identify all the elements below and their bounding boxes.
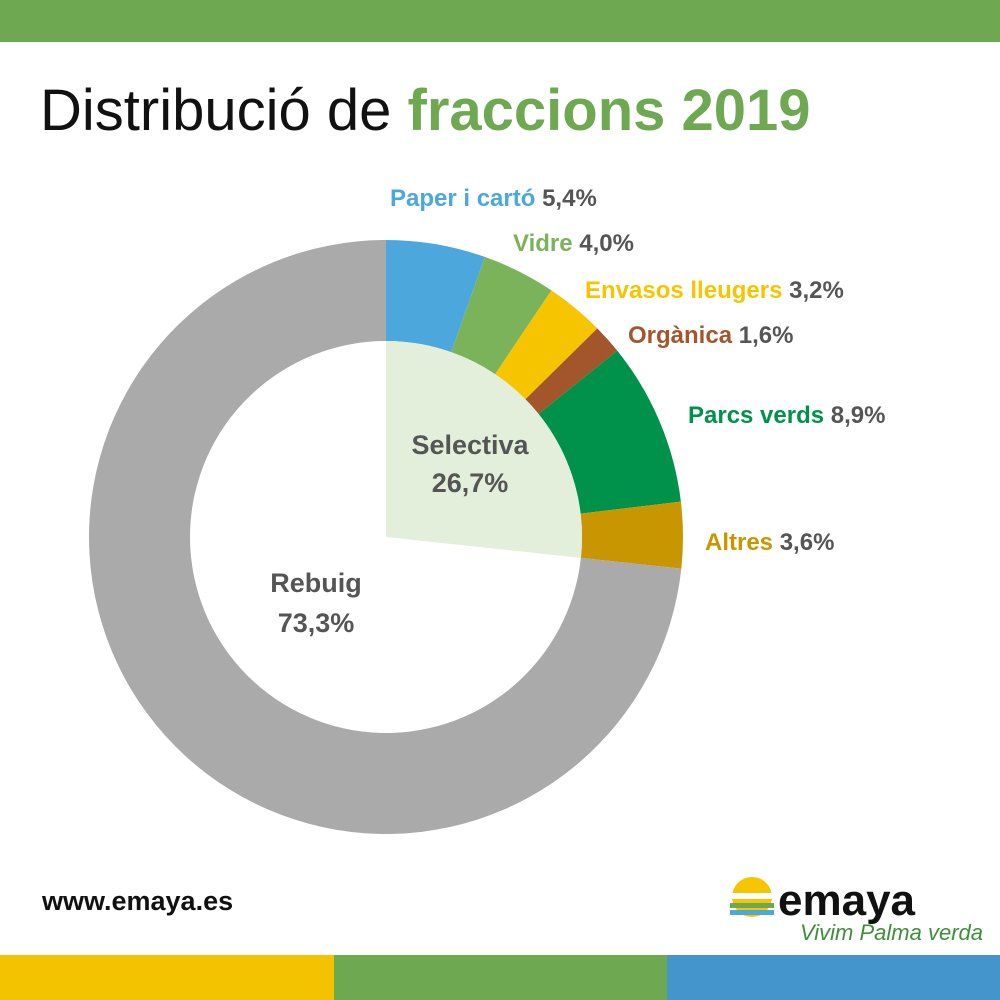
category-name: Rebuig bbox=[270, 568, 362, 598]
slogan: Vivim Palma verda bbox=[800, 920, 983, 945]
segment-label: Altres 3,6% bbox=[705, 529, 834, 556]
category-name: Parcs verds bbox=[688, 402, 824, 429]
donut-segment bbox=[495, 290, 598, 400]
bottom-band bbox=[0, 955, 334, 1000]
group-name: Selectiva bbox=[411, 430, 529, 460]
donut-segment bbox=[386, 240, 485, 353]
logo-stripe bbox=[730, 903, 774, 908]
logo: emaya Vivim Palma verda bbox=[730, 876, 983, 945]
value-label: 5,4% bbox=[542, 185, 597, 212]
donut-segment bbox=[451, 256, 552, 375]
logo-stripe bbox=[730, 910, 774, 915]
value-label: 73,3% bbox=[278, 608, 355, 638]
segment-label: Parcs verds 8,9% bbox=[688, 402, 885, 429]
category-name: Altres bbox=[705, 529, 773, 556]
title-part: Distribució de bbox=[40, 78, 391, 143]
value-label: 1,6% bbox=[739, 322, 794, 349]
category-name: Envasos lleugers bbox=[585, 277, 782, 304]
top-band bbox=[0, 0, 1000, 42]
value-label: 8,9% bbox=[831, 402, 886, 429]
logo-text: emaya bbox=[778, 876, 916, 925]
bottom-band bbox=[667, 955, 1000, 1000]
category-name: Paper i cartó bbox=[390, 185, 535, 212]
segment-label: Paper i cartó 5,4% bbox=[390, 185, 597, 212]
chart-title: Distribució de fraccions 2019 bbox=[40, 78, 811, 143]
title-part: fraccions 2019 bbox=[408, 78, 811, 143]
group-value-label: 26,7% bbox=[432, 468, 509, 498]
value-label: 4,0% bbox=[579, 230, 634, 257]
value-label: 3,6% bbox=[780, 529, 835, 556]
donut-segment bbox=[538, 350, 681, 514]
group-wedge bbox=[386, 341, 582, 558]
donut-segment bbox=[525, 328, 618, 414]
bottom-band bbox=[334, 955, 667, 1000]
donut-segment bbox=[88, 239, 682, 834]
logo-stripe bbox=[730, 893, 774, 899]
donut-segment bbox=[580, 501, 683, 569]
donut-chart: Paper i cartó 5,4% Vidre 4,0% Envasos lleu… bbox=[88, 185, 885, 834]
category-name: Orgànica bbox=[628, 322, 733, 349]
category-name: Vidre bbox=[513, 230, 573, 257]
segment-label: Envasos lleugers 3,2% bbox=[585, 277, 844, 304]
footer-url: www.emaya.es bbox=[41, 886, 233, 916]
segment-label: Vidre 4,0% bbox=[513, 230, 634, 257]
value-label: 3,2% bbox=[789, 277, 844, 304]
segment-label: Orgànica 1,6% bbox=[628, 322, 793, 349]
